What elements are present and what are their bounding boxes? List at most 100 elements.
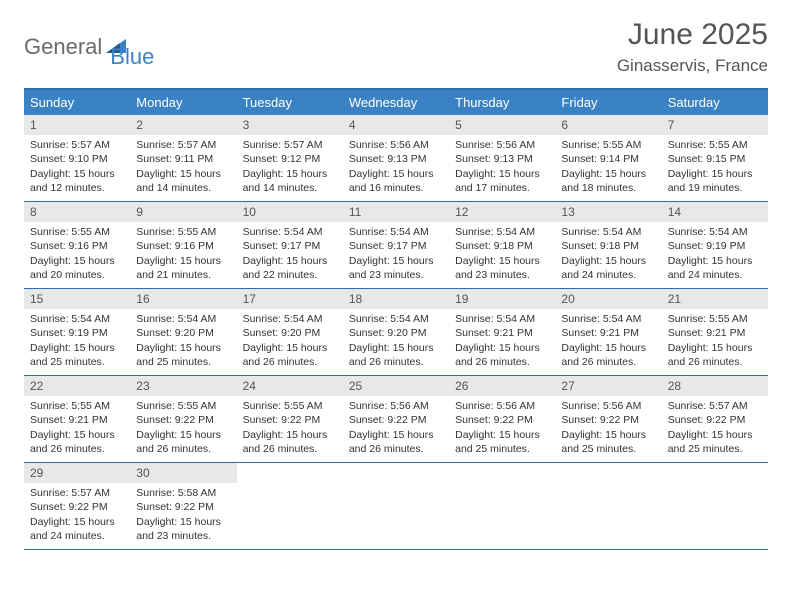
day-cell: 4Sunrise: 5:56 AMSunset: 9:13 PMDaylight… bbox=[343, 115, 449, 201]
day-d2: and 26 minutes. bbox=[668, 355, 762, 369]
day-number: 29 bbox=[24, 463, 130, 483]
day-d2: and 25 minutes. bbox=[668, 442, 762, 456]
day-ss: Sunset: 9:21 PM bbox=[668, 326, 762, 340]
day-cell: 1Sunrise: 5:57 AMSunset: 9:10 PMDaylight… bbox=[24, 115, 130, 201]
day-cell: 25Sunrise: 5:56 AMSunset: 9:22 PMDayligh… bbox=[343, 376, 449, 462]
day-ss: Sunset: 9:22 PM bbox=[136, 500, 230, 514]
day-ss: Sunset: 9:16 PM bbox=[136, 239, 230, 253]
day-ss: Sunset: 9:17 PM bbox=[349, 239, 443, 253]
day-cell: 3Sunrise: 5:57 AMSunset: 9:12 PMDaylight… bbox=[237, 115, 343, 201]
day-d2: and 26 minutes. bbox=[243, 355, 337, 369]
day-sr: Sunrise: 5:54 AM bbox=[136, 312, 230, 326]
day-ss: Sunset: 9:22 PM bbox=[455, 413, 549, 427]
day-ss: Sunset: 9:22 PM bbox=[561, 413, 655, 427]
day-cell: 13Sunrise: 5:54 AMSunset: 9:18 PMDayligh… bbox=[555, 202, 661, 288]
day-d2: and 26 minutes. bbox=[561, 355, 655, 369]
day-number: 30 bbox=[130, 463, 236, 483]
day-d2: and 23 minutes. bbox=[136, 529, 230, 543]
day-number: 4 bbox=[343, 115, 449, 135]
day-d2: and 26 minutes. bbox=[136, 442, 230, 456]
day-ss: Sunset: 9:20 PM bbox=[349, 326, 443, 340]
day-body: Sunrise: 5:54 AMSunset: 9:20 PMDaylight:… bbox=[343, 309, 449, 375]
day-d1: Daylight: 15 hours bbox=[243, 167, 337, 181]
day-sr: Sunrise: 5:55 AM bbox=[243, 399, 337, 413]
day-sr: Sunrise: 5:56 AM bbox=[561, 399, 655, 413]
day-body: Sunrise: 5:56 AMSunset: 9:13 PMDaylight:… bbox=[449, 135, 555, 201]
day-ss: Sunset: 9:13 PM bbox=[455, 152, 549, 166]
day-ss: Sunset: 9:19 PM bbox=[30, 326, 124, 340]
day-d1: Daylight: 15 hours bbox=[243, 428, 337, 442]
day-d2: and 19 minutes. bbox=[668, 181, 762, 195]
day-number: 25 bbox=[343, 376, 449, 396]
day-cell: 9Sunrise: 5:55 AMSunset: 9:16 PMDaylight… bbox=[130, 202, 236, 288]
day-ss: Sunset: 9:10 PM bbox=[30, 152, 124, 166]
day-ss: Sunset: 9:22 PM bbox=[349, 413, 443, 427]
month-title: June 2025 bbox=[617, 18, 768, 52]
day-body: Sunrise: 5:54 AMSunset: 9:19 PMDaylight:… bbox=[662, 222, 768, 288]
day-d1: Daylight: 15 hours bbox=[349, 254, 443, 268]
day-sr: Sunrise: 5:55 AM bbox=[30, 399, 124, 413]
day-d2: and 18 minutes. bbox=[561, 181, 655, 195]
day-d2: and 16 minutes. bbox=[349, 181, 443, 195]
day-cell: 6Sunrise: 5:55 AMSunset: 9:14 PMDaylight… bbox=[555, 115, 661, 201]
day-body: Sunrise: 5:57 AMSunset: 9:10 PMDaylight:… bbox=[24, 135, 130, 201]
day-sr: Sunrise: 5:56 AM bbox=[455, 399, 549, 413]
day-body: Sunrise: 5:57 AMSunset: 9:11 PMDaylight:… bbox=[130, 135, 236, 201]
day-d1: Daylight: 15 hours bbox=[136, 341, 230, 355]
day-cell: 30Sunrise: 5:58 AMSunset: 9:22 PMDayligh… bbox=[130, 463, 236, 549]
day-sr: Sunrise: 5:54 AM bbox=[243, 312, 337, 326]
day-d2: and 25 minutes. bbox=[30, 355, 124, 369]
day-sr: Sunrise: 5:54 AM bbox=[455, 225, 549, 239]
day-cell: 12Sunrise: 5:54 AMSunset: 9:18 PMDayligh… bbox=[449, 202, 555, 288]
day-d1: Daylight: 15 hours bbox=[136, 167, 230, 181]
day-number: 5 bbox=[449, 115, 555, 135]
day-cell: 28Sunrise: 5:57 AMSunset: 9:22 PMDayligh… bbox=[662, 376, 768, 462]
day-body: Sunrise: 5:55 AMSunset: 9:22 PMDaylight:… bbox=[237, 396, 343, 462]
day-sr: Sunrise: 5:57 AM bbox=[668, 399, 762, 413]
day-d2: and 23 minutes. bbox=[349, 268, 443, 282]
day-cell: 16 Sunrise: 5:54 AMSunset: 9:20 PMDayligh… bbox=[130, 289, 236, 375]
day-d2: and 26 minutes. bbox=[349, 355, 443, 369]
day-ss: Sunset: 9:20 PM bbox=[243, 326, 337, 340]
day-ss: Sunset: 9:19 PM bbox=[668, 239, 762, 253]
day-number: 26 bbox=[449, 376, 555, 396]
day-sr: Sunrise: 5:54 AM bbox=[243, 225, 337, 239]
day-d2: and 26 minutes. bbox=[349, 442, 443, 456]
day-d2: and 21 minutes. bbox=[136, 268, 230, 282]
day-d2: and 26 minutes. bbox=[455, 355, 549, 369]
day-ss: Sunset: 9:14 PM bbox=[561, 152, 655, 166]
day-number: 20 bbox=[555, 289, 661, 309]
day-d1: Daylight: 15 hours bbox=[455, 167, 549, 181]
weekday-header-row: Sunday Monday Tuesday Wednesday Thursday… bbox=[24, 90, 768, 115]
day-sr: Sunrise: 5:55 AM bbox=[561, 138, 655, 152]
day-body: Sunrise: 5:55 AMSunset: 9:21 PMDaylight:… bbox=[662, 309, 768, 375]
day-body: Sunrise: 5:54 AMSunset: 9:17 PMDaylight:… bbox=[343, 222, 449, 288]
day-number: 17 bbox=[237, 289, 343, 309]
day-body: Sunrise: 5:55 AMSunset: 9:16 PMDaylight:… bbox=[24, 222, 130, 288]
day-number: 27 bbox=[555, 376, 661, 396]
day-ss: Sunset: 9:22 PM bbox=[30, 500, 124, 514]
day-cell-empty bbox=[237, 463, 343, 549]
day-number: 19 bbox=[449, 289, 555, 309]
day-ss: Sunset: 9:11 PM bbox=[136, 152, 230, 166]
day-number: 11 bbox=[343, 202, 449, 222]
day-cell: 24Sunrise: 5:55 AMSunset: 9:22 PMDayligh… bbox=[237, 376, 343, 462]
day-cell: 8Sunrise: 5:55 AMSunset: 9:16 PMDaylight… bbox=[24, 202, 130, 288]
day-ss: Sunset: 9:20 PM bbox=[136, 326, 230, 340]
day-body: Sunrise: 5:54 AMSunset: 9:20 PMDaylight:… bbox=[237, 309, 343, 375]
day-sr: Sunrise: 5:54 AM bbox=[561, 312, 655, 326]
weekday-header: Saturday bbox=[662, 90, 768, 115]
day-number: 13 bbox=[555, 202, 661, 222]
day-ss: Sunset: 9:22 PM bbox=[136, 413, 230, 427]
day-body: Sunrise: 5:56 AMSunset: 9:22 PMDaylight:… bbox=[343, 396, 449, 462]
day-number: 18 bbox=[343, 289, 449, 309]
day-ss: Sunset: 9:21 PM bbox=[455, 326, 549, 340]
day-d2: and 17 minutes. bbox=[455, 181, 549, 195]
day-d2: and 25 minutes. bbox=[561, 442, 655, 456]
day-number: 16 bbox=[130, 289, 236, 309]
day-ss: Sunset: 9:17 PM bbox=[243, 239, 337, 253]
location-label: Ginasservis, France bbox=[617, 56, 768, 76]
day-d2: and 26 minutes. bbox=[30, 442, 124, 456]
day-number: 9 bbox=[130, 202, 236, 222]
day-cell: 17Sunrise: 5:54 AMSunset: 9:20 PMDayligh… bbox=[237, 289, 343, 375]
